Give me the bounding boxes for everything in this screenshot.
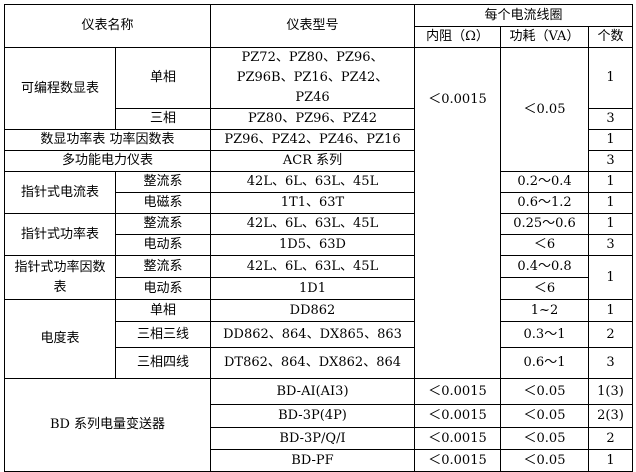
model-cell: PZ96、PZ42、PZ46、PZ16 <box>210 129 415 151</box>
instrument-coil-table: 仪表名称 仪表型号 每个电流线圈 内阻（Ω） 功耗（VA） 个数 可编程数显表 … <box>4 4 633 472</box>
power-cell: 0.3～1 <box>500 321 589 348</box>
count-cell: 3 <box>588 347 633 379</box>
header-coil: 每个电流线圈 <box>414 4 633 27</box>
count-cell: 1 <box>588 192 633 214</box>
sub-cell: 电动系 <box>115 277 211 300</box>
sub-cell: 电动系 <box>115 234 211 256</box>
count-cell: 2 <box>588 321 633 348</box>
sub-cell: 单相 <box>115 299 211 322</box>
count-cell: 3 <box>588 234 633 256</box>
model-cell: PZ72、PZ80、PZ96、PZ96B、PZ16、PZ42、PZ46 <box>210 47 415 109</box>
power-cell: ＜0.05 <box>500 449 589 472</box>
group-cell: 指针式功率因数表 <box>4 255 116 300</box>
sub-cell: 三相三线 <box>115 321 211 348</box>
count-cell: 1 <box>588 213 633 235</box>
group-cell: 电度表 <box>4 299 116 379</box>
header-model: 仪表型号 <box>210 4 415 48</box>
model-cell: 1D5、63D <box>210 234 415 256</box>
model-cell: DT862、864、DX862、864 <box>210 347 415 379</box>
power-cell: ＜0.05 <box>500 427 589 450</box>
group-cell: BD 系列电量变送器 <box>4 378 211 472</box>
resistance-cell: ＜0.0015 <box>414 378 501 405</box>
count-cell: 2(3) <box>588 404 633 428</box>
model-cell: BD-3P(4P) <box>210 404 415 428</box>
sub-cell: 整流系 <box>115 171 211 193</box>
power-cell: 0.2～0.4 <box>500 171 589 193</box>
power-cell: 0.6～1.2 <box>500 192 589 214</box>
group-cell: 指针式电流表 <box>4 171 116 214</box>
count-cell: 1 <box>588 449 633 472</box>
model-cell: 42L、6L、63L、45L <box>210 255 415 278</box>
power-cell: ＜0.05 <box>500 378 589 405</box>
model-cell: BD-AI(AI3) <box>210 378 415 405</box>
count-cell: 1 <box>588 299 633 322</box>
sub-cell: 三相 <box>115 108 211 130</box>
header-resistance: 内阻（Ω） <box>414 26 501 48</box>
power-cell: ＜6 <box>500 277 589 300</box>
power-cell: 1~2 <box>500 299 589 322</box>
power-cell: ＜0.05 <box>500 47 589 172</box>
count-cell: 1 <box>588 171 633 193</box>
model-cell: PZ80、PZ96、PZ42 <box>210 108 415 130</box>
group-cell: 数显功率表 功率因数表 <box>4 129 211 151</box>
group-cell: 可编程数显表 <box>4 47 116 130</box>
resistance-cell: ＜0.0015 <box>414 404 501 428</box>
count-cell: 1 <box>588 129 633 151</box>
header-count: 个数 <box>588 26 633 48</box>
model-cell: 42L、6L、63L、45L <box>210 213 415 235</box>
header-power: 功耗（VA） <box>500 26 589 48</box>
model-cell: DD862、864、DX865、863 <box>210 321 415 348</box>
model-cell: 42L、6L、63L、45L <box>210 171 415 193</box>
power-cell: ＜0.05 <box>500 404 589 428</box>
sub-cell: 单相 <box>115 47 211 109</box>
header-name: 仪表名称 <box>4 4 211 48</box>
model-cell: BD-PF <box>210 449 415 472</box>
count-cell: 1 <box>588 255 633 300</box>
group-cell: 多功能电力仪表 <box>4 150 211 172</box>
sub-cell: 整流系 <box>115 255 211 278</box>
sub-cell: 三相四线 <box>115 347 211 379</box>
sub-cell: 整流系 <box>115 213 211 235</box>
model-cell: DD862 <box>210 299 415 322</box>
resistance-cell: ＜0.0015 <box>414 47 501 379</box>
model-cell: 1D1 <box>210 277 415 300</box>
resistance-cell: ＜0.0015 <box>414 449 501 472</box>
resistance-cell: ＜0.0015 <box>414 427 501 450</box>
model-cell: 1T1、63T <box>210 192 415 214</box>
group-cell: 指针式功率表 <box>4 213 116 256</box>
power-cell: ＜6 <box>500 234 589 256</box>
model-cell: BD-3P/Q/I <box>210 427 415 450</box>
count-cell: 3 <box>588 108 633 130</box>
count-cell: 2 <box>588 427 633 450</box>
count-cell: 3 <box>588 150 633 172</box>
power-cell: 0.25～0.6 <box>500 213 589 235</box>
sub-cell: 电磁系 <box>115 192 211 214</box>
power-cell: 0.6～1 <box>500 347 589 379</box>
count-cell: 1 <box>588 47 633 109</box>
power-cell: 0.4～0.8 <box>500 255 589 278</box>
model-cell: ACR 系列 <box>210 150 415 172</box>
count-cell: 1(3) <box>588 378 633 405</box>
